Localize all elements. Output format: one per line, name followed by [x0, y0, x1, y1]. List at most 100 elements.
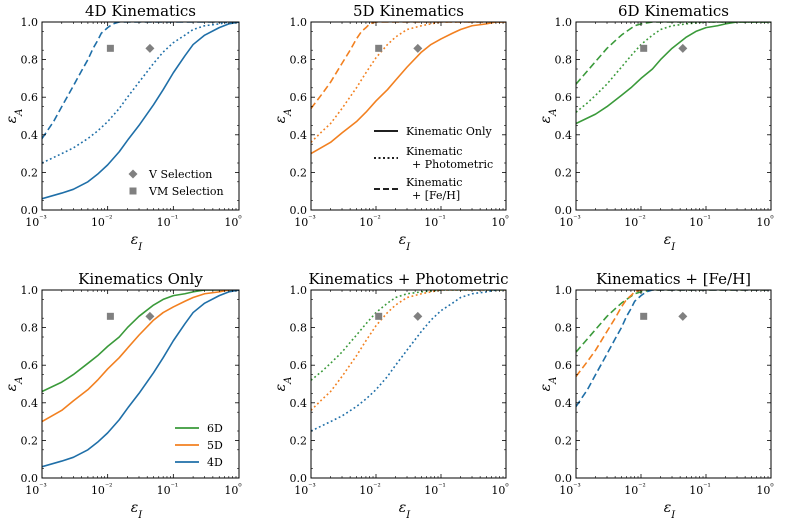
- y-tick-label: 0.4: [555, 129, 573, 142]
- y-tick-label: 0.6: [21, 91, 39, 104]
- x-tick-label: 10⁻²: [624, 214, 645, 229]
- plot-frame: [575, 21, 772, 211]
- y-axis-label: εA: [538, 109, 559, 124]
- series-line-5D-dashed: [576, 290, 771, 377]
- x-axis-label: εI: [399, 500, 412, 519]
- chart-title: 6D Kinematics: [618, 2, 729, 20]
- y-tick-label: 0.2: [290, 166, 308, 179]
- chart-title: 4D Kinematics: [85, 2, 196, 20]
- vm-selection-marker: [375, 44, 383, 52]
- series-line-6D-dashed: [576, 22, 771, 85]
- x-tick-label: 10⁰: [756, 482, 773, 497]
- series-line-5D-solid: [311, 22, 506, 155]
- x-tick-label: 10⁻³: [559, 214, 580, 229]
- series-line-4D-dotted: [42, 22, 239, 164]
- x-tick-label: 10⁻¹: [157, 214, 178, 229]
- series-line-6D-solid: [576, 22, 771, 125]
- series-line-5D-dotted: [311, 290, 506, 411]
- x-tick-label: 10⁻²: [359, 214, 380, 229]
- y-tick-label: 0.8: [21, 322, 39, 335]
- x-tick-label: 10⁰: [491, 482, 508, 497]
- legend-label: 6D: [207, 422, 223, 435]
- v-selection-marker: [413, 43, 423, 53]
- legend-label: + [Fe/H]: [412, 189, 460, 202]
- y-tick-label: 0.6: [555, 359, 573, 372]
- x-tick-label: 10⁰: [491, 214, 508, 229]
- chart-title: Kinematics Only: [78, 270, 203, 288]
- legend-label: + Photometric: [412, 158, 493, 171]
- y-tick-label: 0.0: [290, 472, 308, 485]
- x-axis-label: εI: [664, 500, 677, 519]
- y-tick-label: 1.0: [290, 284, 308, 297]
- series-line-4D-dashed: [576, 290, 771, 408]
- legend-label: 5D: [207, 439, 223, 452]
- panel-2: 5D Kinematics 0.0 0.2 0.4 0.6 0.8 1.0 10⁻³ 10⁻² 1…: [273, 2, 509, 253]
- x-tick-label: 10⁻²: [91, 214, 112, 229]
- vm-selection-marker: [640, 44, 648, 52]
- plot-frame: [575, 289, 772, 479]
- x-tick-label: 10⁻³: [25, 214, 46, 229]
- series-line-6D-solid: [42, 290, 239, 393]
- y-tick-label: 0.6: [290, 359, 308, 372]
- x-tick-label: 10⁻²: [359, 482, 380, 497]
- chart-title: Kinematics + Photometric: [308, 270, 508, 288]
- plot-frame: [310, 289, 507, 479]
- x-tick-label: 10⁻¹: [424, 214, 445, 229]
- y-tick-label: 0.6: [290, 91, 308, 104]
- x-tick-label: 10⁻³: [294, 482, 315, 497]
- plot-frame: [41, 21, 240, 211]
- x-tick-label: 10⁰: [224, 482, 241, 497]
- x-axis-label: εI: [131, 500, 144, 519]
- y-tick-label: 0.8: [290, 322, 308, 335]
- vm-selection-marker: [106, 312, 114, 320]
- y-tick-label: 0.4: [21, 397, 39, 410]
- x-tick-label: 10⁻¹: [689, 482, 710, 497]
- y-tick-label: 0.2: [555, 434, 573, 447]
- y-tick-label: 1.0: [21, 16, 39, 29]
- x-tick-label: 10⁻³: [25, 482, 46, 497]
- v-selection-marker: [145, 311, 155, 321]
- v-selection-marker: [678, 43, 688, 53]
- legend-label: V Selection: [148, 168, 212, 181]
- x-axis-label: εI: [131, 232, 144, 253]
- y-tick-label: 0.8: [555, 322, 573, 335]
- series-line-5D-dashed: [311, 22, 506, 109]
- panel-6: Kinematics + [Fe/H] 0.0 0.2 0.4 0.6 0.8 1.0 10⁻…: [538, 270, 774, 519]
- legend-label: Kinematic: [406, 176, 462, 189]
- y-tick-label: 0.2: [555, 166, 573, 179]
- x-axis-label: εI: [664, 232, 677, 253]
- chart-title: Kinematics + [Fe/H]: [596, 270, 751, 288]
- x-tick-label: 10⁻¹: [689, 214, 710, 229]
- series-line-6D-dashed: [576, 290, 771, 353]
- y-tick-label: 0.0: [21, 472, 39, 485]
- x-axis-label: εI: [399, 232, 412, 253]
- series-line-4D-dashed: [42, 22, 239, 140]
- vm-selection-marker: [640, 312, 648, 320]
- y-tick-label: 0.6: [555, 91, 573, 104]
- y-tick-label: 0.8: [555, 54, 573, 67]
- legend-label: Kinematic Only: [406, 125, 493, 138]
- y-tick-label: 0.4: [290, 129, 308, 142]
- y-tick-label: 0.2: [290, 434, 308, 447]
- vm-selection-marker: [375, 312, 383, 320]
- y-tick-label: 0.8: [290, 54, 308, 67]
- v-selection-marker: [678, 311, 688, 321]
- x-tick-label: 10⁻¹: [424, 482, 445, 497]
- y-tick-label: 1.0: [21, 284, 39, 297]
- y-tick-label: 1.0: [555, 284, 573, 297]
- y-tick-label: 0.0: [555, 472, 573, 485]
- y-tick-label: 0.0: [21, 204, 39, 217]
- series-line-5D-solid: [42, 290, 239, 423]
- y-tick-label: 0.4: [21, 129, 39, 142]
- series-line-6D-dotted: [311, 290, 506, 381]
- panel-1: 4D Kinematics 0.0 0.2 0.4 0.6 0.8 1.0 10⁻³ 10⁻² 1…: [4, 2, 242, 253]
- v-selection-marker: [145, 43, 155, 53]
- legend-diamond-icon: [128, 169, 138, 179]
- y-tick-label: 0.2: [21, 166, 39, 179]
- legend-label: VM Selection: [148, 185, 224, 198]
- series-line-4D-solid: [42, 22, 239, 200]
- x-tick-label: 10⁰: [756, 214, 773, 229]
- y-axis-label: εA: [273, 377, 294, 392]
- x-tick-label: 10⁰: [224, 214, 241, 229]
- chart-title: 5D Kinematics: [353, 2, 464, 20]
